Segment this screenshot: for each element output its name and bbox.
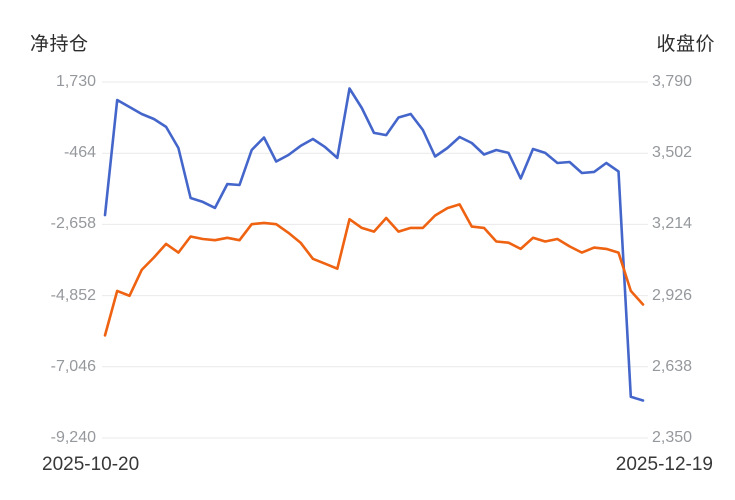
left-axis-tick: -9,240 <box>50 429 96 446</box>
close-price-line <box>103 203 645 337</box>
left-axis-tick: 1,730 <box>55 73 96 90</box>
left-axis-tick: -7,046 <box>50 358 96 375</box>
left-axis-tick: -4,852 <box>50 287 96 304</box>
right-axis-tick: 2,926 <box>652 287 693 304</box>
right-axis-title: 收盘价 <box>656 34 715 55</box>
x-axis-end-date: 2025-12-19 <box>615 454 713 475</box>
right-axis-tick: 2,638 <box>652 358 693 375</box>
right-axis-tick: 2,350 <box>652 429 693 446</box>
left-axis-title: 净持仓 <box>30 34 89 55</box>
right-axis-tick: 3,502 <box>652 144 693 161</box>
right-axis-tick: 3,214 <box>652 215 693 232</box>
left-axis-tick: -464 <box>63 144 96 161</box>
net-position-line <box>103 87 645 402</box>
x-axis-start-date: 2025-10-20 <box>42 454 140 475</box>
right-axis-tick: 3,790 <box>652 73 693 90</box>
left-axis-tick: -2,658 <box>50 215 96 232</box>
